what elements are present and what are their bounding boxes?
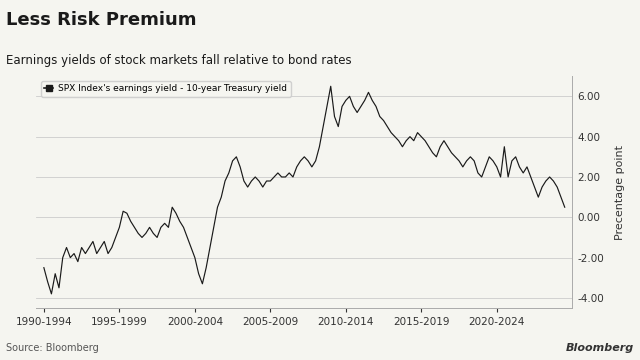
Text: Less Risk Premium: Less Risk Premium: [6, 11, 197, 29]
Y-axis label: Precentage point: Precentage point: [615, 145, 625, 240]
Text: Source: Bloomberg: Source: Bloomberg: [6, 343, 99, 353]
Text: Earnings yields of stock markets fall relative to bond rates: Earnings yields of stock markets fall re…: [6, 54, 352, 67]
Text: Bloomberg: Bloomberg: [565, 343, 634, 353]
Legend: SPX Index's earnings yield - 10-year Treasury yield: SPX Index's earnings yield - 10-year Tre…: [41, 81, 291, 97]
